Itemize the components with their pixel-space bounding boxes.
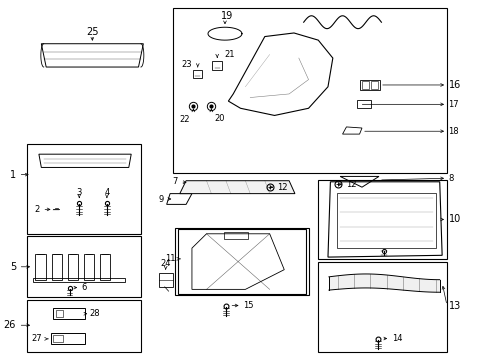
- Text: 4: 4: [104, 188, 109, 197]
- Bar: [51, 333, 85, 344]
- Text: 14: 14: [391, 334, 401, 343]
- Bar: [193, 70, 202, 78]
- Text: 26: 26: [4, 320, 16, 330]
- Text: 20: 20: [214, 114, 225, 123]
- Text: 25: 25: [86, 27, 99, 37]
- Text: 28: 28: [89, 309, 100, 318]
- Bar: [53, 309, 85, 319]
- Bar: [336, 193, 435, 248]
- Bar: [159, 273, 172, 287]
- Bar: [53, 335, 63, 342]
- Text: 15: 15: [243, 301, 253, 310]
- Text: 27: 27: [32, 334, 42, 343]
- Bar: [33, 278, 125, 282]
- Text: 3: 3: [77, 188, 82, 197]
- Text: 18: 18: [447, 127, 458, 136]
- Bar: [36, 253, 46, 280]
- Text: 23: 23: [181, 60, 192, 69]
- Bar: [175, 228, 308, 295]
- Polygon shape: [180, 181, 294, 194]
- Text: 5: 5: [10, 262, 16, 272]
- Bar: [359, 80, 379, 90]
- Bar: [83, 253, 94, 280]
- Text: 21: 21: [224, 50, 235, 59]
- Text: 17: 17: [447, 100, 458, 109]
- Bar: [27, 235, 141, 297]
- Text: 12: 12: [277, 183, 287, 192]
- Bar: [318, 180, 446, 259]
- Bar: [361, 81, 368, 89]
- Bar: [223, 232, 247, 239]
- Text: 2: 2: [34, 205, 40, 214]
- Text: 11: 11: [164, 255, 175, 264]
- Bar: [212, 60, 222, 69]
- Text: 22: 22: [179, 115, 189, 124]
- Text: 13: 13: [447, 301, 460, 311]
- Text: 16: 16: [447, 80, 460, 90]
- Text: 24: 24: [160, 260, 171, 269]
- Bar: [370, 81, 377, 89]
- Text: 19: 19: [221, 11, 233, 21]
- Text: 9: 9: [159, 194, 164, 203]
- Bar: [172, 8, 446, 173]
- Bar: [318, 262, 446, 352]
- Text: 7: 7: [172, 176, 177, 185]
- Text: 1: 1: [10, 170, 16, 180]
- Bar: [100, 253, 110, 280]
- Bar: [67, 253, 78, 280]
- Text: 10: 10: [447, 215, 460, 224]
- Text: 12: 12: [346, 180, 356, 189]
- Bar: [27, 144, 141, 234]
- Bar: [56, 310, 63, 318]
- Text: 6: 6: [81, 283, 87, 292]
- Bar: [356, 100, 370, 108]
- Bar: [51, 253, 62, 280]
- Text: 8: 8: [447, 174, 453, 183]
- Bar: [27, 300, 141, 352]
